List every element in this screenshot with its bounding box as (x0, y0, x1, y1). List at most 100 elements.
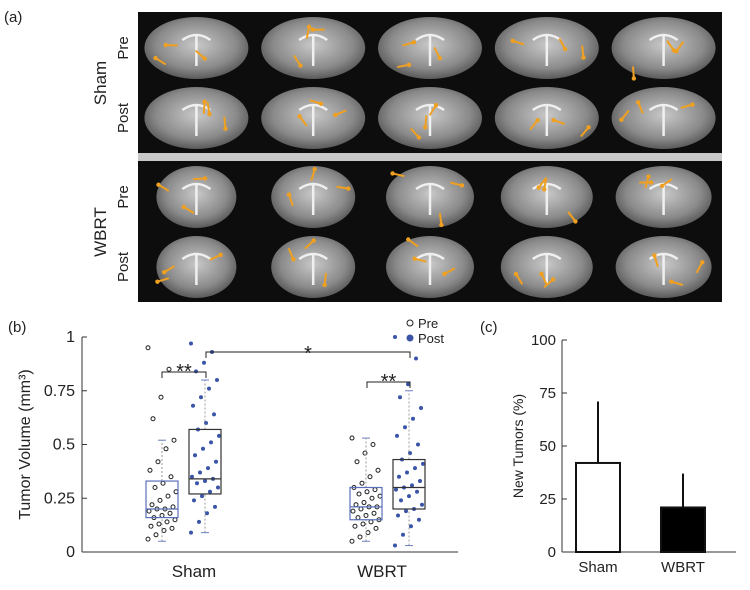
legend-label: Post (418, 331, 444, 346)
data-point (215, 378, 219, 382)
y-tick-label: 0 (548, 544, 556, 561)
y-axis-label: New Tumors (%) (510, 394, 526, 498)
arrow-head (586, 125, 590, 129)
arrow-head (442, 272, 446, 276)
arrow-head (573, 219, 577, 223)
arrow-head (346, 186, 350, 190)
arrow-head (581, 55, 585, 59)
arrow-head (164, 43, 168, 47)
legend-marker (407, 335, 413, 341)
data-point (199, 395, 203, 399)
x-tick-label: Sham (172, 562, 216, 581)
arrow-head (439, 223, 443, 227)
data-point (405, 470, 409, 474)
arrow-head (312, 167, 316, 171)
data-point (403, 425, 407, 429)
arrow-head (438, 56, 442, 60)
arrow-head (202, 56, 206, 60)
x-tick-label: Sham (578, 559, 617, 576)
data-point (189, 341, 193, 345)
arrow-head (202, 100, 206, 104)
data-point (192, 498, 196, 502)
arrow-head (291, 257, 295, 261)
y-tick-label: 1 (66, 329, 75, 346)
data-point (372, 511, 376, 515)
arrow-head (319, 102, 323, 106)
arrow-head (162, 270, 166, 274)
arrow-head (423, 125, 427, 129)
data-point (395, 434, 399, 438)
data-point (419, 406, 423, 410)
data-point (374, 526, 378, 530)
x-tick-label: WBRT (357, 562, 407, 581)
y-tick-label: 50 (539, 438, 556, 455)
arrow-head (310, 28, 314, 32)
arrow-head (690, 102, 694, 106)
group-label: Sham (91, 61, 110, 105)
y-tick-label: 75 (539, 385, 556, 402)
data-point (197, 520, 201, 524)
group-label: WBRT (91, 207, 110, 257)
data-point (205, 511, 209, 515)
y-tick-label: 25 (539, 491, 556, 508)
x-tick-label: WBRT (661, 559, 705, 576)
arrow-head (619, 118, 623, 122)
data-point (216, 486, 220, 490)
arrow-head (406, 237, 410, 241)
significance-label: ** (381, 371, 397, 393)
panel-label: (c) (480, 319, 498, 336)
data-point (217, 434, 221, 438)
arrow-head (153, 56, 157, 60)
data-point (171, 505, 175, 509)
arrow-head (390, 171, 394, 175)
arrow-head (514, 272, 518, 276)
data-point (165, 520, 169, 524)
data-point (201, 447, 205, 451)
data-point (151, 417, 155, 421)
data-point (164, 447, 168, 451)
data-point (411, 417, 415, 421)
data-point (364, 513, 368, 517)
arrow-head (298, 63, 302, 67)
significance-label: ** (176, 361, 192, 383)
arrow-head (412, 256, 416, 260)
data-point (148, 468, 152, 472)
data-point (397, 475, 401, 479)
data-point (361, 522, 365, 526)
data-point (153, 486, 157, 490)
data-point (414, 357, 418, 361)
data-point (410, 483, 414, 487)
panel-label: (b) (8, 319, 26, 336)
arrow-head (307, 25, 311, 29)
data-point (357, 492, 361, 496)
arrow-head (297, 114, 301, 118)
arrow-head (632, 76, 636, 80)
data-point (208, 490, 212, 494)
data-point (203, 479, 207, 483)
data-point (161, 481, 165, 485)
row-label: Pre (115, 36, 132, 59)
data-point (396, 513, 400, 517)
data-point (189, 531, 193, 535)
data-point (213, 505, 217, 509)
data-point (200, 494, 204, 498)
arrow-head (322, 283, 326, 287)
data-point (416, 443, 420, 447)
data-point (394, 488, 398, 492)
data-point (371, 443, 375, 447)
data-point (393, 544, 397, 548)
bar (661, 507, 705, 552)
arrow-head (542, 187, 546, 191)
data-point (195, 481, 199, 485)
panel-label: (a) (4, 9, 22, 26)
data-point (373, 488, 377, 492)
data-point (214, 460, 218, 464)
data-point (167, 367, 171, 371)
data-point (146, 346, 150, 350)
data-point (194, 369, 198, 373)
data-point (398, 395, 402, 399)
row-label: Post (115, 251, 132, 282)
arrow-head (156, 183, 160, 187)
arrow-head (333, 113, 337, 117)
data-point (409, 524, 413, 528)
